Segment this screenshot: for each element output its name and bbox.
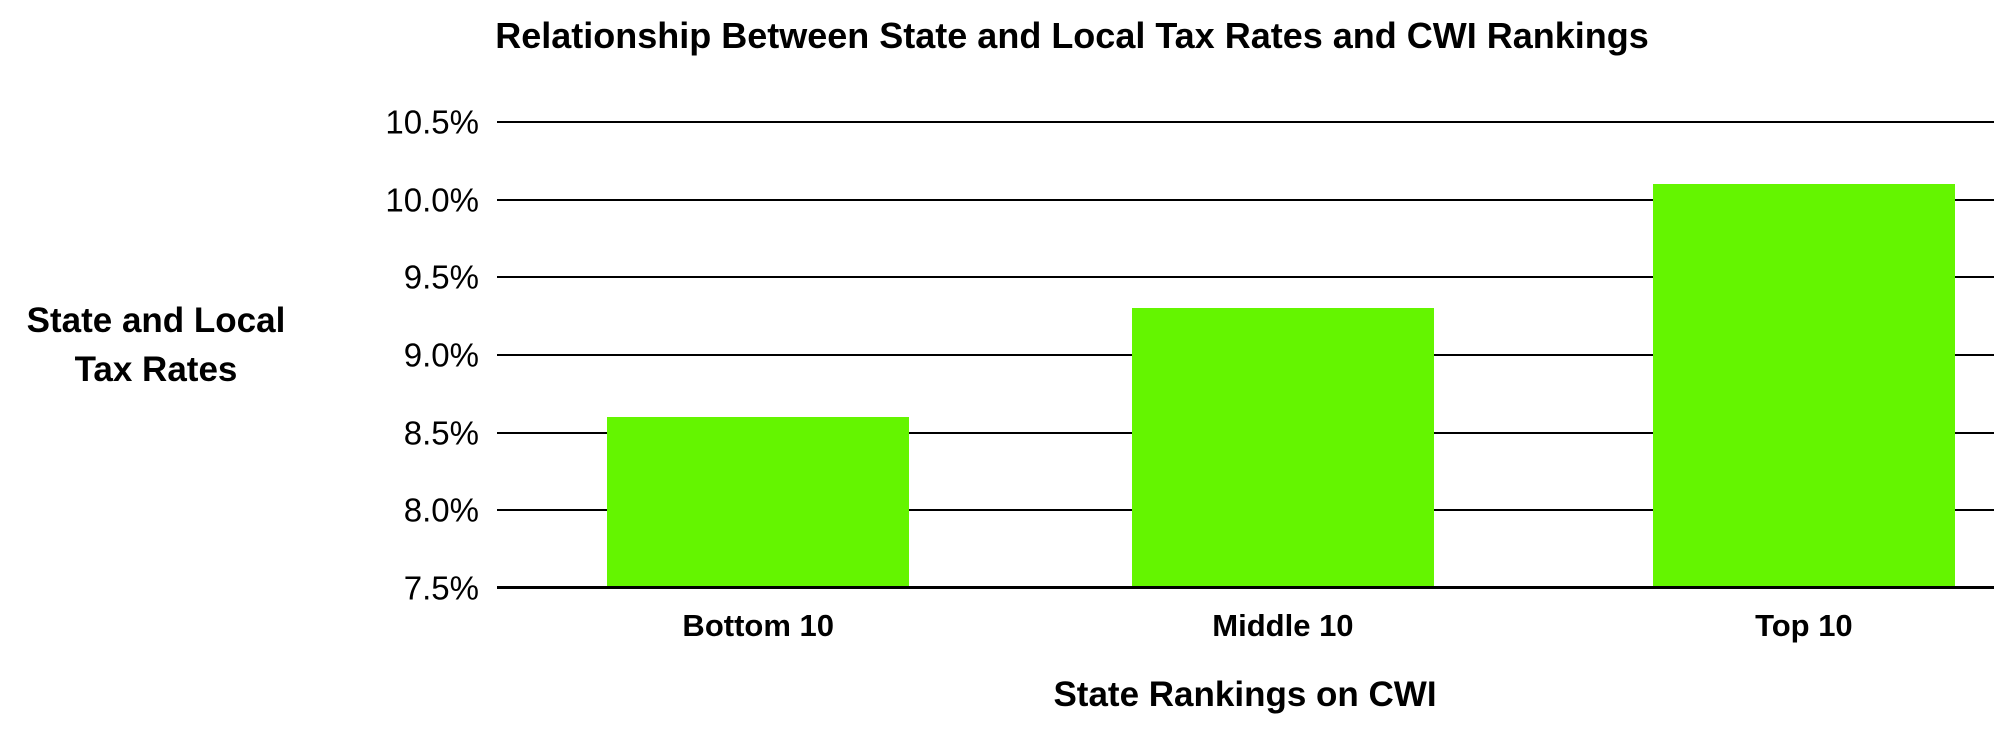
gridline-9-5-: [497, 276, 1994, 279]
y-tick-label-9-5-: 9.5%: [403, 258, 479, 296]
y-tick-label-8-5-: 8.5%: [403, 414, 479, 452]
bar-bottom-10: [607, 417, 910, 588]
gridline-10-0-: [497, 198, 1994, 201]
x-tick-label-top-10: Top 10: [1755, 608, 1853, 643]
y-tick-label-8-0-: 8.0%: [403, 491, 479, 529]
y-axis-tick-labels: 10.5% 10.0% 9.5% 9.0% 8.5% 8.0% 7.5%: [0, 106, 479, 605]
y-tick-label-10-5-: 10.5%: [385, 103, 479, 141]
x-axis-title: State Rankings on CWI: [1053, 675, 1437, 714]
x-tick-label-middle-10: Middle 10: [1212, 608, 1354, 643]
gridline-10-5-: [497, 121, 1994, 123]
y-tick-label-10-0-: 10.0%: [385, 181, 479, 219]
plot-area: [497, 121, 1994, 589]
bar-middle-10: [1131, 308, 1435, 588]
x-tick-label-bottom-10: Bottom 10: [682, 608, 835, 643]
chart-title: Relationship Between State and Local Tax…: [495, 15, 1649, 56]
y-tick-label-9-0-: 9.0%: [403, 336, 479, 374]
x-axis-tick-labels: Bottom 10 Middle 10 Top 10: [497, 606, 1994, 650]
x-axis-line: [497, 586, 1994, 589]
y-axis-title: State and Local Tax Rates: [26, 301, 286, 389]
y-tick-label-7-5-: 7.5%: [403, 569, 479, 607]
bar-top-10: [1652, 184, 1956, 588]
